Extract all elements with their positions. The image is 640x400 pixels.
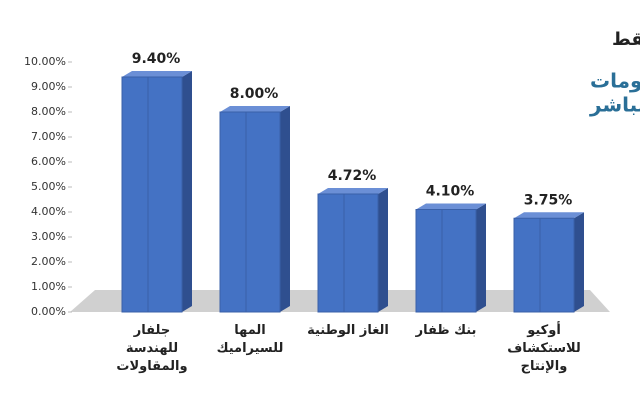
x-tick-label: جلفار للهندسة والمقاولات [116,323,188,374]
y-tick-label: 8.00% [31,105,66,118]
x-tick-label: أوكيو للاستكشاف والإنتاج [507,323,581,374]
bar [317,188,388,313]
x-tick-label: الغاز الوطنية [307,323,389,338]
bar [513,212,584,313]
data-label: 8.00% [230,86,279,102]
y-tick-label: 5.00% [31,180,66,193]
data-label: 4.72% [328,168,377,184]
y-tick-label: 4.00% [31,205,66,218]
y-tick-label: 10.00% [24,55,66,68]
logo-line: معلومات [590,69,640,93]
y-tick-label: 7.00% [31,130,66,143]
y-tick-label: 0.00% [31,305,66,318]
y-tick-label: 6.00% [31,155,66,168]
logo-line: مباشر [589,93,640,117]
data-label: 4.10% [426,184,475,200]
x-tick-label: بنك ظفار [415,323,477,338]
bar [415,203,486,313]
chart-title: أكثر 5 أسهم رابحة ببورصة مسقط [612,27,640,50]
y-tick-label: 1.00% [31,280,66,293]
x-tick-label: المها للسيراميك [216,323,284,356]
data-label: 9.40% [132,51,181,67]
bar [121,71,192,313]
y-tick-label: 3.00% [31,230,66,243]
data-label: 3.75% [524,192,573,208]
bar [219,106,290,313]
y-tick-label: 2.00% [31,255,66,268]
y-tick-label: 9.00% [31,80,66,93]
